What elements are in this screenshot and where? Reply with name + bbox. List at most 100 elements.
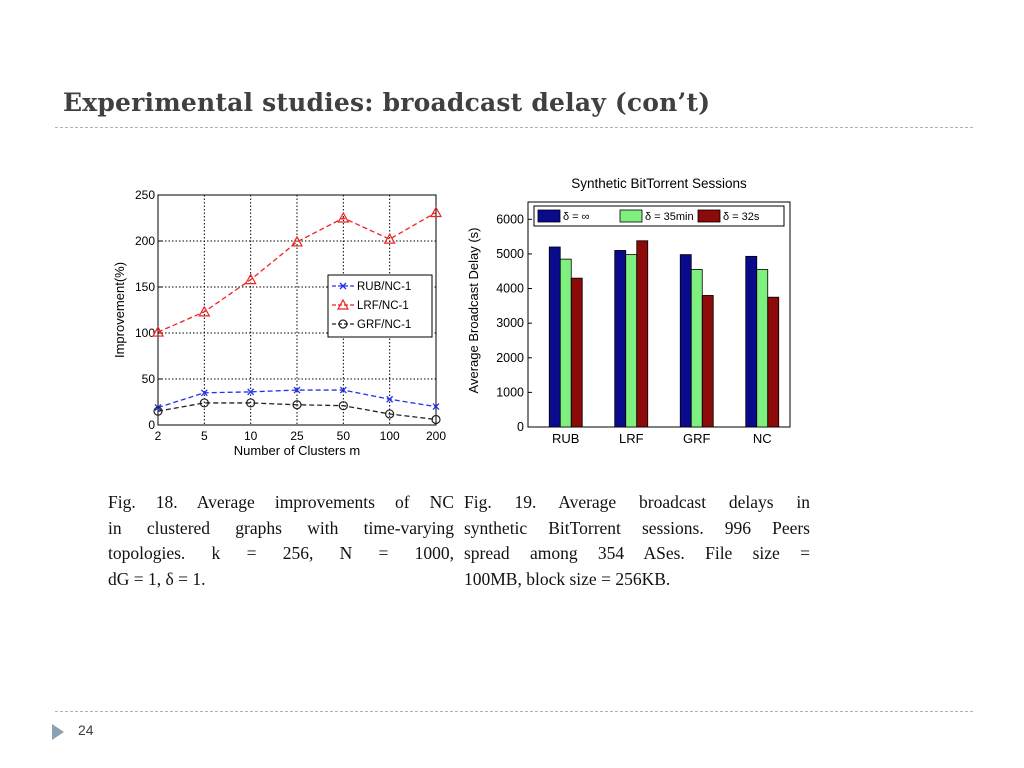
series-line [157, 211, 437, 333]
fig18-caption-line: dG = 1, δ = 1. [108, 568, 206, 589]
bar [548, 246, 561, 428]
triangle-marker [337, 211, 350, 223]
circle-marker [385, 409, 395, 419]
bar [679, 254, 692, 428]
circle-marker [431, 414, 441, 425]
circle-marker [153, 406, 163, 416]
x-marker [432, 403, 440, 411]
y-tick-label: 1000 [496, 385, 524, 399]
title-divider [55, 127, 973, 128]
x-tick-label: 2 [155, 429, 162, 443]
x-marker [200, 389, 208, 397]
bar [701, 295, 714, 428]
x-marker-stroke [339, 386, 347, 394]
fig18-caption: Fig. 18. Average improvements of NC in c… [108, 490, 454, 592]
y-tick-label: 6000 [496, 212, 524, 226]
fig18-caption-line: in clustered graphs with time-varying [108, 517, 454, 538]
y-tick-label: 0 [517, 420, 524, 434]
fig19-caption: Fig. 19. Average broadcast delays in syn… [464, 490, 810, 592]
series-line [157, 402, 437, 421]
y-tick-label: 0 [148, 418, 155, 432]
x-marker-stroke [339, 282, 347, 290]
legend-box [533, 205, 785, 227]
plot-frame [157, 194, 437, 426]
y-tick-label: 250 [135, 188, 155, 202]
bar [614, 250, 627, 428]
legend-label: LRF/NC-1 [357, 300, 409, 312]
legend-label: δ = 35min [645, 211, 694, 223]
slide-title: Experimental studies: broadcast delay (c… [63, 88, 711, 117]
x-tick-label: 5 [201, 429, 208, 443]
bar [570, 277, 583, 428]
x-marker-stroke [386, 395, 394, 403]
fig18-caption-line: topologies. k = 256, N = 1000, [108, 543, 454, 563]
bar [559, 258, 572, 428]
circle-marker [338, 401, 348, 411]
x-tick-label: LRF [619, 431, 644, 446]
triangle-marker [198, 305, 211, 317]
bar [745, 255, 758, 428]
x-marker-stroke [200, 389, 208, 397]
fig18-caption-line: Fig. 18. Average improvements of NC [108, 492, 454, 512]
plot-frame [527, 201, 791, 428]
x-tick-label: 50 [337, 429, 351, 443]
legend-label: RUB/NC-1 [357, 281, 411, 293]
circle-marker [199, 398, 209, 408]
x-marker [293, 386, 301, 394]
x-marker [339, 282, 347, 290]
fig19-caption-line: spread among 354 ASes. File size = [464, 543, 810, 563]
circle-marker [246, 398, 256, 408]
legend-label: δ = 32s [723, 211, 760, 223]
legend-box [327, 274, 433, 338]
x-marker [386, 395, 394, 403]
footer-divider [55, 711, 973, 712]
y-tick-label: 5000 [496, 247, 524, 261]
legend-swatch [697, 209, 721, 223]
x-tick-label: RUB [552, 431, 579, 446]
triangle-marker [244, 273, 257, 285]
circle-marker [292, 400, 302, 410]
x-marker [247, 388, 255, 396]
x-tick-label: 10 [244, 429, 258, 443]
bar [690, 269, 703, 428]
fig19-caption-line: 100MB, block size = 256KB. [464, 568, 671, 589]
y-tick-label: 4000 [496, 282, 524, 296]
x-marker-stroke [293, 386, 301, 394]
x-marker-stroke [247, 388, 255, 396]
y-axis-label: Average Broadcast Delay (s) [466, 228, 481, 394]
x-tick-label: NC [753, 431, 772, 446]
y-tick-label: 200 [135, 234, 155, 248]
triangle-marker [383, 232, 396, 244]
bar [625, 254, 638, 428]
legend-swatch [619, 209, 643, 223]
fig19-bar-chart: Synthetic BitTorrent Sessions 0 1000 2000 30… [466, 176, 791, 446]
y-tick-label: 2000 [496, 351, 524, 365]
triangle-marker [151, 325, 165, 337]
page-number: 24 [78, 722, 94, 738]
triangle-marker [290, 235, 304, 247]
bar [767, 296, 780, 428]
circle-marker [338, 319, 348, 329]
legend-swatch [537, 209, 561, 223]
legend-label: δ = ∞ [563, 211, 590, 223]
x-tick-label: 200 [426, 429, 446, 443]
y-axis-label: Improvement(%) [112, 262, 127, 358]
x-tick-label: GRF [683, 431, 711, 446]
fig19-caption-line: synthetic BitTorrent sessions. 996 Peers [464, 517, 810, 538]
fig19-caption-line: Fig. 19. Average broadcast delays in [464, 492, 810, 512]
chart-title: Synthetic BitTorrent Sessions [571, 176, 747, 191]
y-tick-label: 3000 [496, 316, 524, 330]
x-tick-label: 25 [290, 429, 304, 443]
legend-label: GRF/NC-1 [357, 319, 411, 331]
y-tick-label: 150 [135, 280, 155, 294]
x-marker [339, 386, 347, 394]
triangle-marker [429, 206, 443, 218]
triangle-marker [336, 298, 350, 310]
bar [636, 240, 649, 428]
x-marker-stroke [432, 403, 440, 411]
y-tick-label: 100 [135, 326, 155, 340]
y-tick-label: 50 [142, 372, 156, 386]
x-tick-label: 100 [380, 429, 400, 443]
triangle-bullet-icon [52, 724, 64, 740]
